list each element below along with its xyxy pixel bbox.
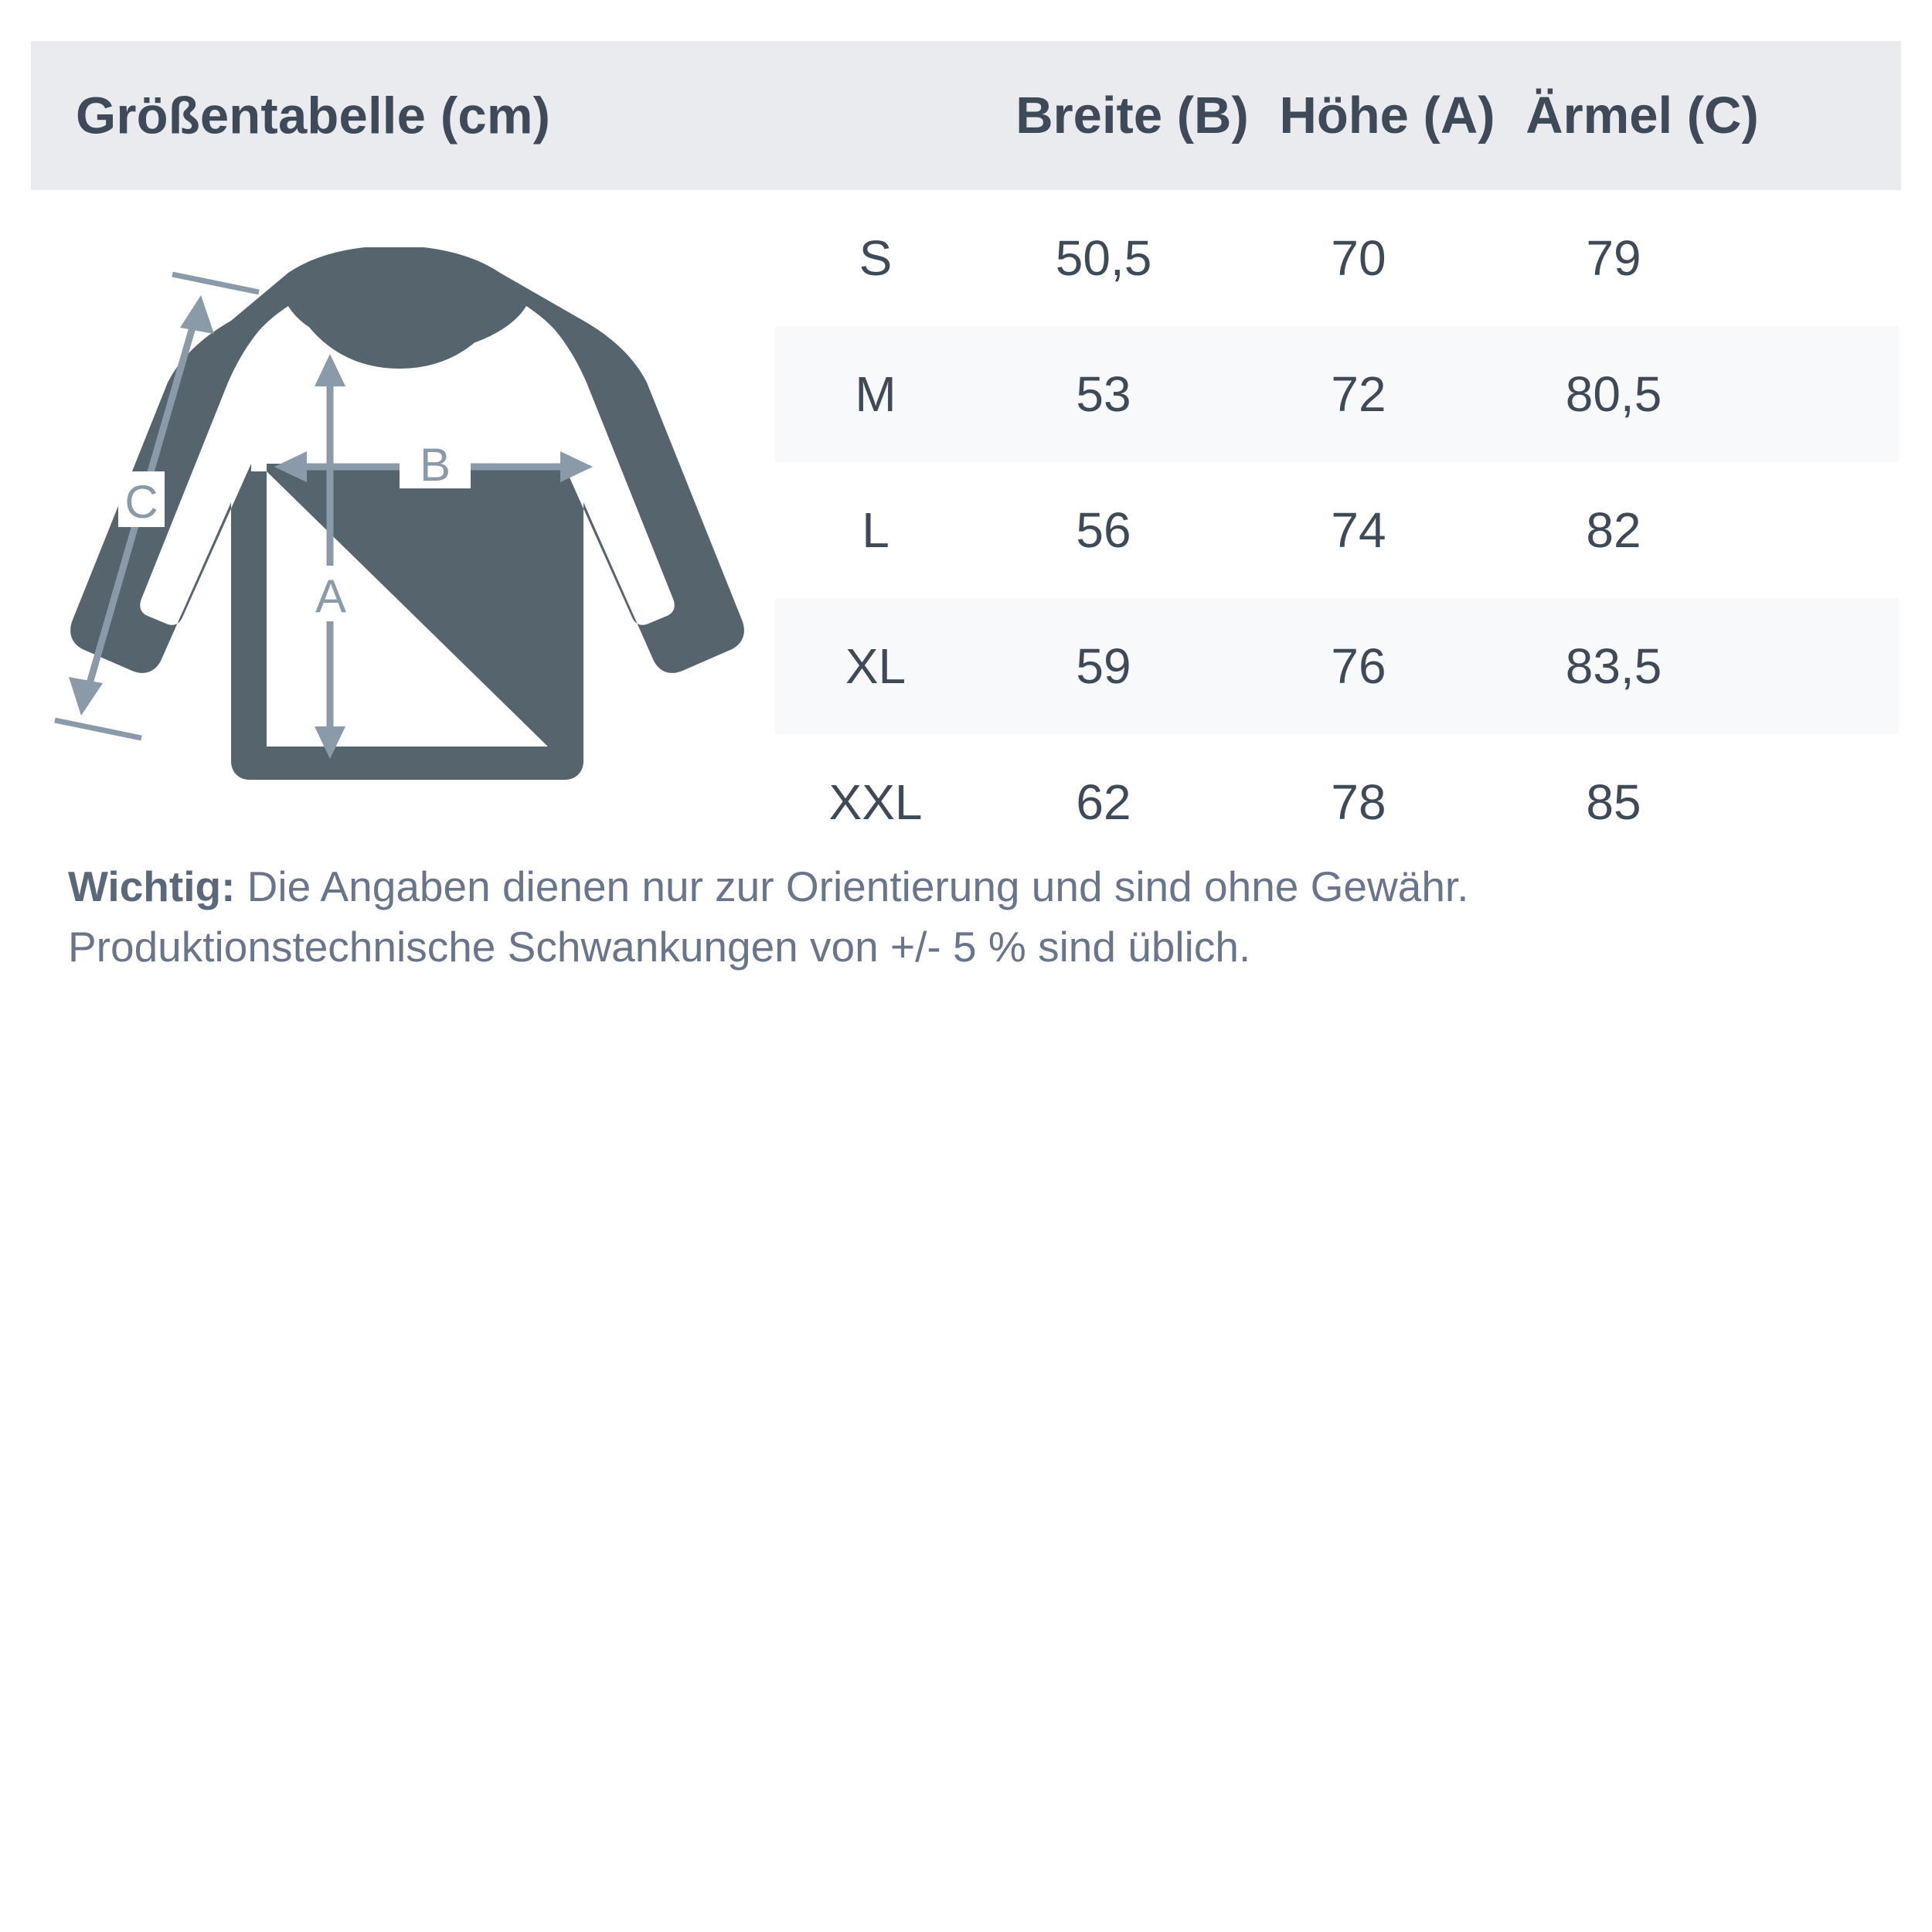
table-row: XL 59 76 83,5 bbox=[775, 598, 1899, 734]
sweater-collar bbox=[291, 285, 509, 369]
cell-sleeve: 83,5 bbox=[1565, 638, 1662, 694]
cell-sleeve: 82 bbox=[1586, 502, 1641, 558]
cell-width: 56 bbox=[1076, 502, 1131, 558]
cell-sleeve: 85 bbox=[1586, 774, 1641, 830]
table-row: XXL 62 78 85 bbox=[775, 734, 1899, 870]
cell-size: XL bbox=[845, 638, 906, 694]
cell-length: 74 bbox=[1331, 502, 1386, 558]
sweater-outline-icon: B A C bbox=[54, 247, 744, 780]
cell-size: M bbox=[855, 366, 896, 422]
dimension-arrow-width bbox=[274, 447, 593, 488]
dimension-label-length: A bbox=[315, 570, 346, 622]
dimension-arrow-sleeve bbox=[54, 271, 260, 741]
table-row: S 50,5 70 79 bbox=[775, 190, 1899, 326]
cell-width: 59 bbox=[1076, 638, 1131, 694]
table-row: L 56 74 82 bbox=[775, 462, 1899, 598]
dimension-arrow-length bbox=[310, 354, 352, 759]
cell-sleeve: 80,5 bbox=[1565, 366, 1662, 422]
column-header-length: Höhe (A) bbox=[1279, 87, 1495, 145]
cell-width: 53 bbox=[1076, 366, 1131, 422]
dimension-label-width: B bbox=[420, 439, 451, 491]
sweater-shape bbox=[70, 247, 744, 780]
column-header-width: Breite (B) bbox=[1015, 87, 1249, 145]
garment-diagram: B A C bbox=[43, 247, 769, 819]
column-header-row: Breite (B) Höhe (A) Ärmel (C) bbox=[804, 41, 1901, 190]
dimension-label-sleeve: C bbox=[124, 476, 158, 528]
cell-width: 62 bbox=[1076, 774, 1131, 830]
disclaimer-line-2: Produktionstechnische Schwankungen von +… bbox=[68, 923, 1251, 971]
table-header-band: Größentabelle (cm) Breite (B) Höhe (A) Ä… bbox=[31, 41, 1901, 190]
cell-length: 70 bbox=[1331, 230, 1386, 286]
cell-width: 50,5 bbox=[1055, 230, 1152, 286]
page-title: Größentabelle (cm) bbox=[76, 87, 551, 145]
cell-length: 76 bbox=[1331, 638, 1386, 694]
cell-length: 78 bbox=[1331, 774, 1386, 830]
disclaimer-line-1: Wichtig: Die Angaben dienen nur zur Orie… bbox=[68, 856, 1869, 917]
disclaimer-note: Wichtig: Die Angaben dienen nur zur Orie… bbox=[68, 856, 1869, 977]
cell-size: L bbox=[862, 502, 889, 558]
cell-size: XXL bbox=[828, 774, 923, 830]
cell-length: 72 bbox=[1331, 366, 1386, 422]
table-row: M 53 72 80,5 bbox=[775, 326, 1899, 462]
disclaimer-line-1-rest: Die Angaben dienen nur zur Orientierung … bbox=[235, 862, 1469, 910]
column-header-sleeve: Ärmel (C) bbox=[1526, 87, 1759, 145]
cell-size: S bbox=[859, 230, 893, 286]
disclaimer-strong: Wichtig: bbox=[68, 862, 236, 910]
cell-sleeve: 79 bbox=[1586, 230, 1641, 286]
size-table-body: S 50,5 70 79 M 53 72 80,5 L 56 74 82 XL … bbox=[775, 190, 1899, 870]
